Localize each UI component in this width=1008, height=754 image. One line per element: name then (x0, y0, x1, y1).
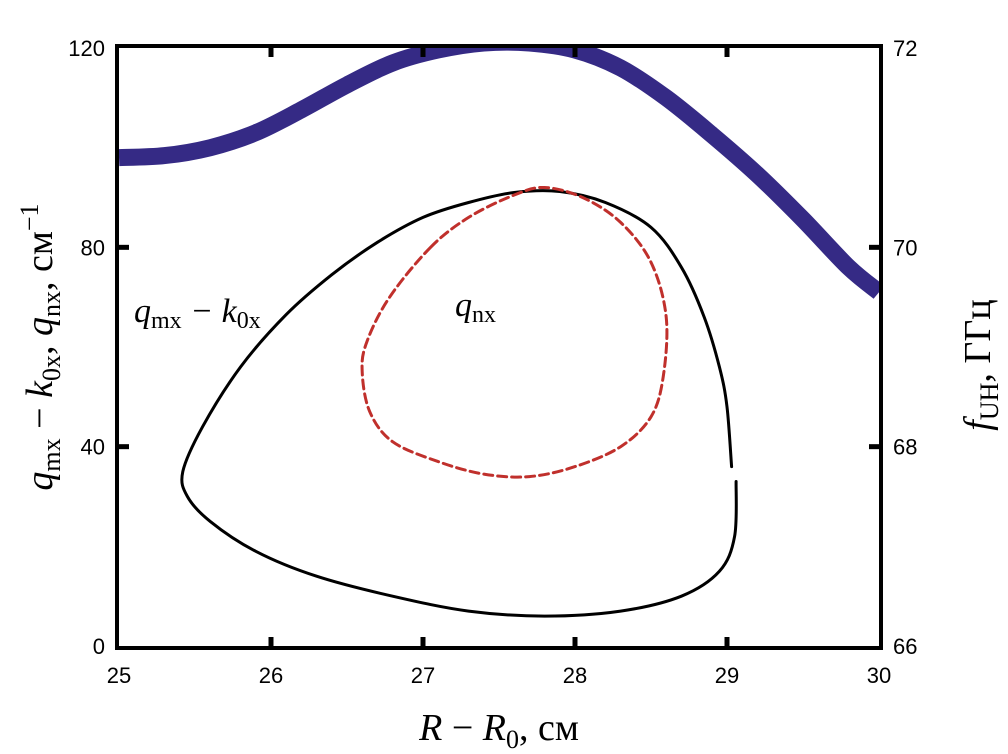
y-left-tick-label: 0 (93, 634, 105, 659)
y-right-tick-label: 66 (893, 634, 917, 659)
x-tick-label: 25 (107, 663, 131, 688)
y-right-tick-label: 70 (893, 235, 917, 260)
x-tick-label: 27 (411, 663, 435, 688)
ticks-layer (117, 46, 881, 648)
x-axis-title: R − R0, см (418, 707, 579, 754)
plot-frame (115, 44, 883, 650)
x-tick-label: 28 (563, 663, 587, 688)
y-right-tick-label: 72 (893, 36, 917, 61)
y-left-tick-label: 120 (68, 36, 105, 61)
qmx-k0x-curve (180, 189, 738, 618)
annotation-qmx: qmx − k0x (134, 293, 261, 334)
y-left-tick-label: 40 (81, 435, 105, 460)
series-layer (119, 48, 879, 618)
qnx-curve (360, 185, 669, 479)
x-tick-label: 26 (259, 663, 283, 688)
y-left-axis-title: qmx − k0x, qnx, см−1 (15, 203, 66, 490)
y-right-axis-title: fUH, ГГц (957, 299, 1004, 430)
annotation-qnx: qnx (455, 287, 496, 328)
tick-labels: 25 26 27 28 29 30 0 40 80 120 66 68 70 72 (68, 36, 917, 688)
fuh-curve (119, 48, 879, 299)
y-right-tick-label: 68 (893, 435, 917, 460)
x-tick-label: 30 (867, 663, 891, 688)
x-tick-label: 29 (715, 663, 739, 688)
y-left-tick-label: 80 (81, 235, 105, 260)
